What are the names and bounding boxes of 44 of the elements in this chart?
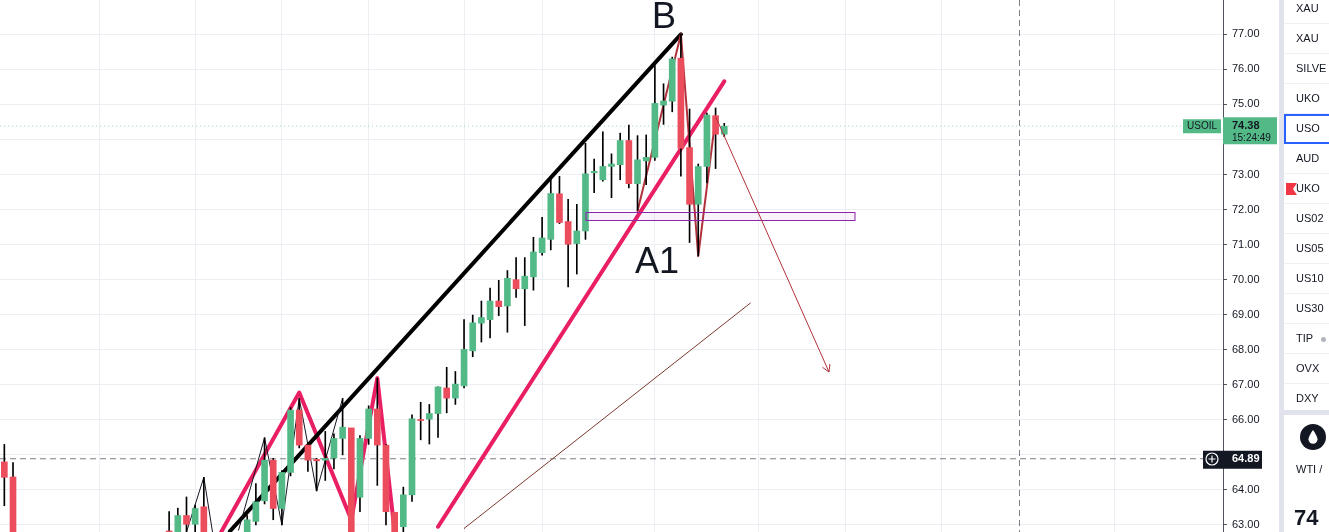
candlestick bbox=[391, 512, 398, 532]
ref-line-label: 74.38 bbox=[1232, 119, 1260, 132]
y-tick-label: 70.00 bbox=[1232, 272, 1260, 285]
candlestick bbox=[642, 134, 650, 186]
text: 74 bbox=[1294, 505, 1319, 530]
text: XAU bbox=[1296, 32, 1319, 45]
y-tick-label: 73.00 bbox=[1232, 167, 1260, 180]
candlestick bbox=[512, 257, 520, 298]
y-tick-label: 68.00 bbox=[1232, 342, 1260, 355]
y-tick-label: 64.00 bbox=[1232, 482, 1260, 495]
candlestick bbox=[573, 203, 581, 275]
candlestick bbox=[417, 402, 425, 441]
text: XAU bbox=[1296, 2, 1319, 15]
text: WTI / bbox=[1296, 463, 1323, 476]
y-tick-label: 71.00 bbox=[1232, 237, 1260, 250]
text: UKO bbox=[1296, 92, 1320, 105]
text: OVX bbox=[1296, 362, 1320, 375]
y-tick-label: 69.00 bbox=[1232, 307, 1260, 320]
text: US05 bbox=[1296, 242, 1324, 255]
text: DXY bbox=[1296, 392, 1319, 405]
ref-line-label: 64.89 bbox=[1232, 451, 1260, 464]
y-tick-label: 66.00 bbox=[1232, 412, 1260, 425]
text: US30 bbox=[1296, 302, 1324, 315]
annotation: USOIL bbox=[1186, 120, 1218, 132]
annotation: A1 bbox=[634, 239, 680, 281]
text: USO bbox=[1296, 122, 1320, 135]
candlestick bbox=[521, 257, 529, 326]
y-tick-label: 77.00 bbox=[1232, 27, 1260, 40]
text: TIP bbox=[1296, 332, 1314, 345]
annotation: B bbox=[651, 0, 677, 36]
text: UKO bbox=[1296, 182, 1320, 195]
candlestick bbox=[443, 366, 451, 414]
text: US02 bbox=[1296, 212, 1324, 225]
text: 15:24:49 bbox=[1232, 131, 1272, 143]
y-tick-label: 63.00 bbox=[1232, 518, 1260, 531]
y-tick-label: 72.00 bbox=[1232, 202, 1260, 215]
text: US10 bbox=[1296, 272, 1324, 285]
y-tick-label: 67.00 bbox=[1232, 377, 1260, 390]
text: SILVE bbox=[1296, 62, 1327, 75]
y-tick-label: 76.00 bbox=[1232, 62, 1260, 75]
candlestick bbox=[495, 280, 503, 317]
y-tick-label: 75.00 bbox=[1232, 97, 1260, 110]
candlestick bbox=[347, 427, 355, 532]
text: AUD bbox=[1296, 152, 1320, 165]
